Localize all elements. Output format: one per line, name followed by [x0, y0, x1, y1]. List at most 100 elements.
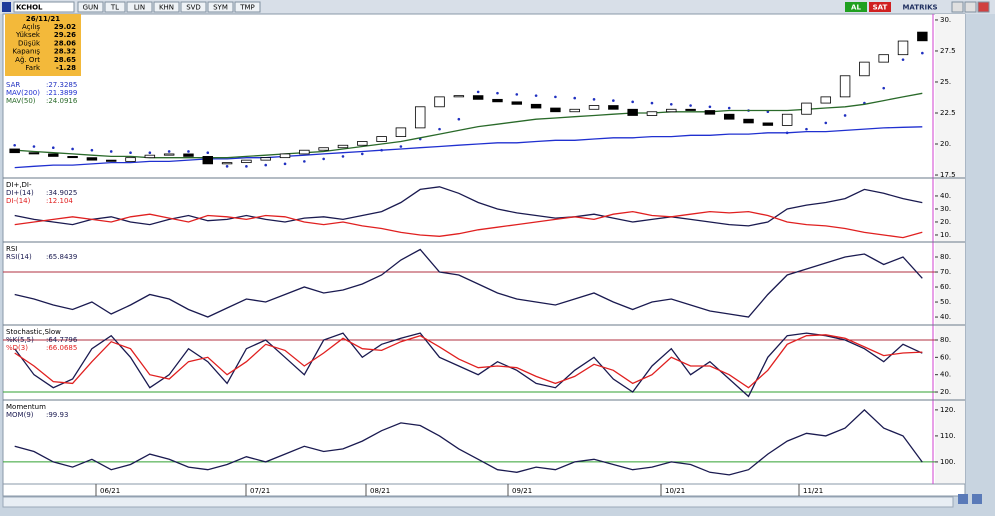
candle	[588, 105, 600, 110]
candle	[608, 105, 619, 110]
sar-dot	[573, 96, 577, 100]
candle	[839, 75, 851, 98]
trade-button[interactable]	[869, 2, 891, 12]
legend-value: :34.9025	[46, 189, 77, 197]
candle	[685, 108, 696, 111]
legend-name: %D(3)	[6, 344, 28, 352]
candle	[569, 108, 580, 113]
legend-name: %K(5,5)	[6, 336, 34, 344]
symbol-input[interactable]	[13, 1, 75, 13]
sar-dot	[650, 101, 654, 105]
info-value: 29.02	[54, 23, 76, 31]
toolbar-button[interactable]	[77, 1, 104, 13]
legend-value: :66.0685	[46, 344, 77, 352]
logo	[2, 2, 11, 12]
candle	[723, 113, 735, 120]
legend-value: :99.93	[46, 411, 68, 419]
candle	[472, 95, 484, 100]
candle	[163, 153, 175, 156]
candle	[801, 102, 812, 115]
candle	[357, 141, 368, 146]
y-tick-label: 60.	[940, 283, 951, 291]
candle	[9, 148, 20, 154]
panel-title: DI+,DI-	[6, 181, 32, 189]
zoom-in-button[interactable]	[972, 494, 982, 504]
toolbar-button-label: TMP	[239, 4, 255, 12]
candle	[762, 122, 774, 126]
sar-dot	[882, 86, 886, 90]
sar-dot	[496, 91, 499, 95]
y-tick-label: 40.	[940, 371, 951, 379]
legend-value: :24.0916	[46, 97, 78, 105]
info-box	[5, 14, 81, 76]
symbol-text: KCHOL	[16, 4, 43, 12]
scrollbar[interactable]	[2, 496, 954, 508]
toolbar-button[interactable]	[234, 1, 261, 13]
legend-value: :27.3285	[46, 81, 77, 89]
toolbar-button-label: SVD	[186, 4, 201, 12]
sar-dot	[51, 146, 55, 150]
candle	[221, 162, 233, 165]
sar-dot	[631, 100, 634, 104]
y-tick-label: 20.	[940, 140, 951, 148]
sar-dot	[129, 151, 132, 154]
toolbar-button[interactable]	[207, 1, 234, 13]
info-label: Ağ. Ort	[15, 56, 40, 64]
candle	[897, 40, 909, 56]
candle	[28, 152, 40, 155]
sar-dot	[612, 99, 615, 102]
y-tick-label: 70.	[940, 268, 951, 276]
y-tick-label: 40.	[940, 313, 951, 321]
sar-dot	[438, 127, 441, 131]
sar-dot	[457, 117, 461, 121]
toolbar-button[interactable]	[180, 1, 207, 13]
info-label: Yüksek	[15, 31, 41, 39]
legend-name: DI+(14)	[6, 189, 34, 197]
sar-dot	[399, 145, 403, 148]
sar-dot	[225, 165, 229, 168]
y-tick-label: 25.	[940, 78, 951, 86]
window-button[interactable]	[951, 1, 964, 13]
candle	[86, 157, 98, 161]
sar-dot	[727, 106, 731, 110]
y-tick-label: 80.	[940, 253, 951, 261]
panel-title: RSI	[6, 245, 17, 253]
sar-dot	[360, 152, 364, 156]
window-button[interactable]	[964, 1, 977, 13]
candle	[917, 31, 928, 42]
sar-dot	[669, 103, 673, 106]
candle	[279, 153, 291, 159]
toolbar-button[interactable]	[153, 1, 180, 13]
y-tick-label: 30.	[940, 16, 951, 24]
sar-dot	[824, 121, 828, 125]
panel-title: Momentum	[6, 403, 46, 411]
legend-value: :12.104	[46, 197, 73, 205]
sar-dot	[901, 58, 905, 61]
candle	[105, 159, 117, 162]
date-label: 11/21	[803, 487, 823, 495]
window-button[interactable]	[977, 1, 990, 13]
y-tick-label: 110.	[940, 432, 956, 440]
candle	[781, 113, 793, 126]
trade-button[interactable]	[845, 2, 867, 12]
indicator-line	[14, 332, 923, 398]
sar-dot	[341, 155, 345, 158]
sar-dot	[71, 147, 74, 151]
sar-dot	[148, 151, 152, 154]
toolbar-button[interactable]	[126, 1, 153, 13]
right-axis	[935, 14, 965, 484]
sar-dot	[805, 127, 808, 131]
toolbar-button-label: LIN	[134, 4, 145, 12]
legend-name: MOM(9)	[6, 411, 34, 419]
info-value: -1.28	[56, 64, 76, 72]
indicator-line	[14, 186, 923, 227]
date-label: 09/21	[512, 487, 532, 495]
legend-name: MAV(200)	[6, 89, 40, 97]
y-tick-label: 50.	[940, 298, 951, 306]
sar-dot	[322, 157, 325, 161]
toolbar-button[interactable]	[104, 1, 126, 13]
zoom-out-button[interactable]	[958, 494, 968, 504]
legend-name: RSI(14)	[6, 253, 32, 261]
